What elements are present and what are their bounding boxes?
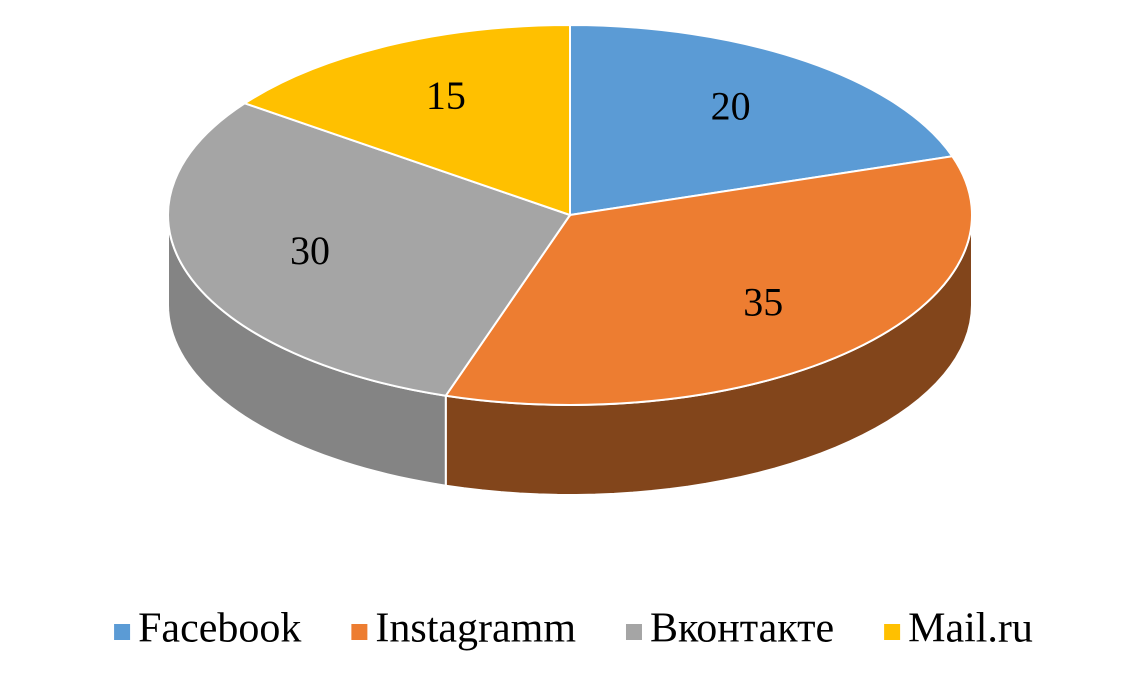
slice: [569, 23, 955, 217]
legend-swatch: [114, 624, 131, 640]
slice: [444, 155, 973, 406]
data-label: 30: [290, 228, 330, 273]
data-label: 20: [711, 84, 751, 129]
legend-label: Facebook: [138, 606, 301, 652]
legend: Facebook Instagramm Вконтакте Mail.ru: [114, 606, 1033, 652]
legend-swatch: [884, 624, 901, 640]
legend-swatch: [351, 624, 368, 640]
data-label: 35: [743, 280, 783, 325]
data-label: 15: [426, 73, 466, 118]
legend-swatch: [625, 624, 642, 640]
slice: [242, 23, 571, 217]
legend-label: Instagramm: [375, 606, 576, 652]
legend-label: Вконтакте: [650, 606, 834, 652]
slice: [167, 102, 572, 397]
legend-label: Mail.ru: [908, 606, 1033, 652]
